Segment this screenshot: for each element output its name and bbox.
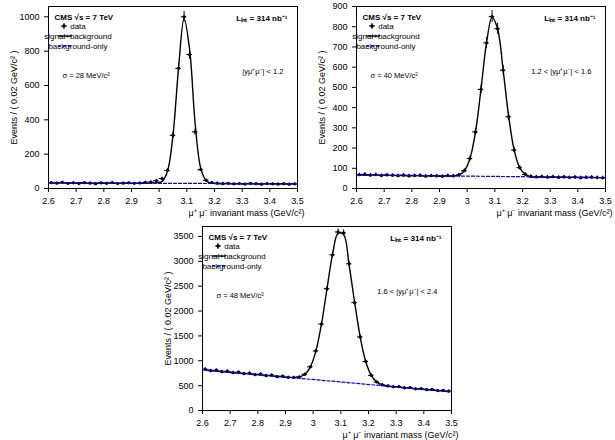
svg-text:data: data (224, 242, 240, 251)
svg-text:2.6: 2.6 (196, 418, 209, 428)
svg-text:0: 0 (342, 183, 347, 193)
svg-text:μ⁺ μ⁻ invariant mass (GeV/c²): μ⁺ μ⁻ invariant mass (GeV/c²) (343, 430, 459, 440)
svg-text:1500: 1500 (173, 331, 193, 341)
svg-text:background-only: background-only (48, 42, 107, 51)
svg-text:1000: 1000 (19, 12, 39, 22)
svg-text:μ⁺ μ⁻ invariant mass (GeV/c²): μ⁺ μ⁻ invariant mass (GeV/c²) (497, 208, 613, 218)
svg-text:3.3: 3.3 (544, 196, 557, 206)
svg-text:200: 200 (332, 143, 347, 153)
svg-text:3.1: 3.1 (335, 418, 348, 428)
svg-text:Lᵢₙₜ = 314 nb⁻¹: Lᵢₙₜ = 314 nb⁻¹ (390, 234, 441, 243)
svg-text:3.2: 3.2 (362, 418, 375, 428)
svg-text:signal+background: signal+background (198, 252, 265, 261)
svg-text:3.2: 3.2 (208, 196, 221, 206)
svg-text:3.4: 3.4 (264, 196, 277, 206)
svg-text:3.5: 3.5 (445, 418, 458, 428)
svg-text:100: 100 (332, 163, 347, 173)
svg-text:data: data (378, 22, 394, 31)
svg-text:Lᵢₙₜ = 314 nb⁻¹: Lᵢₙₜ = 314 nb⁻¹ (544, 14, 595, 23)
svg-text:300: 300 (332, 123, 347, 133)
svg-text:Lᵢₙₜ = 314 nb⁻¹: Lᵢₙₜ = 314 nb⁻¹ (236, 14, 287, 23)
svg-text:3.2: 3.2 (516, 196, 529, 206)
svg-text:3.5: 3.5 (291, 196, 304, 206)
svg-text:CMS √s = 7 TeV: CMS √s = 7 TeV (363, 13, 422, 22)
svg-text:500: 500 (332, 82, 347, 92)
svg-text:CMS √s = 7 TeV: CMS √s = 7 TeV (55, 13, 114, 22)
svg-text:3.4: 3.4 (572, 196, 585, 206)
svg-text:Events / ( 0.02 GeV/c² ): Events / ( 0.02 GeV/c² ) (163, 271, 173, 365)
svg-text:2.7: 2.7 (378, 196, 391, 206)
svg-text:400: 400 (24, 115, 39, 125)
svg-text:μ⁺ μ⁻ invariant mass (GeV/c²): μ⁺ μ⁻ invariant mass (GeV/c²) (189, 208, 305, 218)
svg-text:700: 700 (332, 42, 347, 52)
svg-text:2.7: 2.7 (70, 196, 83, 206)
svg-text:σ = 28 MeV/c²: σ = 28 MeV/c² (63, 71, 111, 80)
svg-text:2.7: 2.7 (224, 418, 237, 428)
svg-text:3: 3 (465, 196, 470, 206)
svg-text:2.8: 2.8 (406, 196, 419, 206)
svg-text:|yμ⁺μ⁻| < 1.2: |yμ⁺μ⁻| < 1.2 (242, 67, 283, 76)
svg-text:σ = 40 MeV/c²: σ = 40 MeV/c² (371, 71, 419, 80)
svg-text:2000: 2000 (173, 306, 193, 316)
svg-text:0: 0 (34, 183, 39, 193)
svg-text:background-only: background-only (202, 262, 261, 271)
svg-text:1000: 1000 (173, 356, 193, 366)
svg-text:2.6: 2.6 (350, 196, 363, 206)
svg-text:900: 900 (332, 1, 347, 11)
svg-text:Events / ( 0.02 GeV/c² ): Events / ( 0.02 GeV/c² ) (317, 50, 327, 144)
svg-text:3.3: 3.3 (236, 196, 249, 206)
svg-text:600: 600 (24, 80, 39, 90)
svg-text:3.4: 3.4 (418, 418, 431, 428)
svg-text:Events / ( 0.02 GeV/c² ): Events / ( 0.02 GeV/c² ) (9, 50, 19, 144)
svg-text:1.6 < |yμ⁺μ⁻| < 2.4: 1.6 < |yμ⁺μ⁻| < 2.4 (377, 287, 437, 296)
svg-text:signal+background: signal+background (44, 32, 111, 41)
svg-text:3.5: 3.5 (599, 196, 612, 206)
svg-text:3000: 3000 (173, 256, 193, 266)
svg-text:2.9: 2.9 (125, 196, 138, 206)
svg-text:3.3: 3.3 (390, 418, 403, 428)
svg-text:3: 3 (311, 418, 316, 428)
svg-text:2500: 2500 (173, 281, 193, 291)
svg-text:3.1: 3.1 (489, 196, 502, 206)
svg-text:CMS √s = 7 TeV: CMS √s = 7 TeV (209, 233, 268, 242)
svg-text:σ = 48 MeV/c²: σ = 48 MeV/c² (217, 291, 265, 300)
svg-text:400: 400 (332, 102, 347, 112)
svg-text:800: 800 (24, 46, 39, 56)
svg-text:600: 600 (332, 62, 347, 72)
svg-text:data: data (70, 22, 86, 31)
svg-text:background-only: background-only (356, 42, 415, 51)
svg-text:2.8: 2.8 (98, 196, 111, 206)
svg-text:500: 500 (178, 381, 193, 391)
svg-text:3: 3 (157, 196, 162, 206)
svg-text:800: 800 (332, 22, 347, 32)
svg-text:1.2 < |yμ⁺μ⁻| < 1.6: 1.2 < |yμ⁺μ⁻| < 1.6 (531, 67, 591, 76)
svg-text:200: 200 (24, 149, 39, 159)
svg-text:2.9: 2.9 (433, 196, 446, 206)
svg-text:0: 0 (188, 405, 193, 415)
svg-text:3500: 3500 (173, 231, 193, 241)
svg-text:3.1: 3.1 (181, 196, 194, 206)
svg-text:2.8: 2.8 (252, 418, 265, 428)
svg-text:2.9: 2.9 (279, 418, 292, 428)
svg-text:2.6: 2.6 (42, 196, 55, 206)
svg-text:signal+background: signal+background (352, 32, 419, 41)
